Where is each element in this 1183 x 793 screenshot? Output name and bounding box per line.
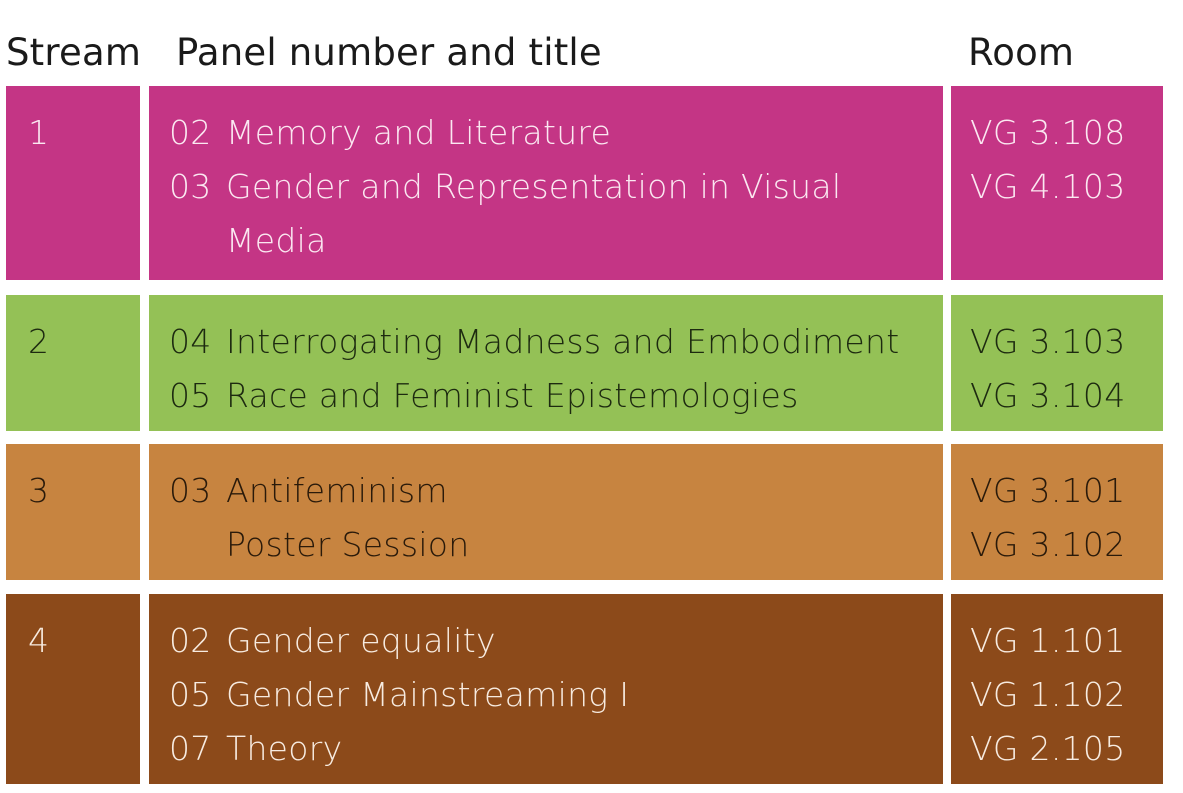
header-room: Room <box>968 31 1075 74</box>
stream-cell: 1 <box>6 86 140 280</box>
stream-cell: 3 <box>6 444 140 580</box>
panel-number: 02 <box>169 621 212 660</box>
header-stream: Stream <box>6 31 142 74</box>
panel-number: 04 <box>169 322 212 361</box>
room-code: VG 3.103 <box>970 322 1126 361</box>
stream-number: 4 <box>28 621 50 660</box>
panel-title: Poster Session <box>226 525 470 564</box>
panel-item: 02 Memory and Literature <box>169 106 935 160</box>
panel-title: Memory and Literature <box>226 113 612 152</box>
panel-item: 03 Gender and Representation in Visual M… <box>169 160 935 268</box>
panel-title: Interrogating Madness and Embodiment <box>226 322 900 361</box>
room-code: VG 1.101 <box>970 621 1126 660</box>
panel-title: Gender Mainstreaming I <box>226 675 630 714</box>
room-cell: VG 3.101 VG 3.102 <box>951 444 1163 580</box>
panel-number: 05 <box>169 675 212 714</box>
panel-cell: 04 Interrogating Madness and Embodiment … <box>149 295 943 431</box>
room-cell: VG 3.108 VG 4.103 <box>951 86 1163 280</box>
panel-cell: 02 Gender equality 05 Gender Mainstreami… <box>149 594 943 784</box>
stream-cell: 2 <box>6 295 140 431</box>
panel-number: 05 <box>169 376 212 415</box>
room-code: VG 4.103 <box>970 167 1126 206</box>
room-code: VG 2.105 <box>970 729 1126 768</box>
panel-number: 03 <box>169 471 212 510</box>
panel-number: 02 <box>169 113 212 152</box>
room-code: VG 3.101 <box>970 471 1126 510</box>
panel-item: 04 Interrogating Madness and Embodiment <box>169 315 935 369</box>
panel-title: Race and Feminist Epistemologies <box>226 376 799 415</box>
room-code: VG 3.108 <box>970 113 1126 152</box>
room-code: VG 1.102 <box>970 675 1126 714</box>
header-panel: Panel number and title <box>176 31 602 74</box>
panel-number: 03 <box>169 167 212 206</box>
stream-row-1: 1 02 Memory and Literature 03 Gender and… <box>6 86 1163 280</box>
panel-cell: 03 Antifeminism Poster Session <box>149 444 943 580</box>
panel-number <box>169 518 226 572</box>
panel-item: 05 Gender Mainstreaming I <box>169 668 935 722</box>
room-code: VG 3.102 <box>970 525 1126 564</box>
stream-number: 1 <box>28 113 50 152</box>
stream-number: 3 <box>28 471 50 510</box>
panel-title: Gender and Representation in Visual Medi… <box>226 167 842 260</box>
room-cell: VG 1.101 VG 1.102 VG 2.105 <box>951 594 1163 784</box>
panel-title: Antifeminism <box>226 471 448 510</box>
room-cell: VG 3.103 VG 3.104 <box>951 295 1163 431</box>
panel-title: Gender equality <box>226 621 496 660</box>
stream-number: 2 <box>28 322 50 361</box>
panel-number: 07 <box>169 729 212 768</box>
panel-item: 05 Race and Feminist Epistemologies <box>169 369 935 423</box>
panel-item: 03 Antifeminism <box>169 464 935 518</box>
stream-row-3: 3 03 Antifeminism Poster Session VG 3.10… <box>6 444 1163 580</box>
stream-row-4: 4 02 Gender equality 05 Gender Mainstrea… <box>6 594 1163 784</box>
panel-item: Poster Session <box>169 518 935 572</box>
stream-cell: 4 <box>6 594 140 784</box>
panel-item: 02 Gender equality <box>169 614 935 668</box>
stream-row-2: 2 04 Interrogating Madness and Embodimen… <box>6 295 1163 431</box>
room-code: VG 3.104 <box>970 376 1126 415</box>
panel-title: Theory <box>226 729 343 768</box>
panel-cell: 02 Memory and Literature 03 Gender and R… <box>149 86 943 280</box>
panel-item: 07 Theory <box>169 722 935 776</box>
